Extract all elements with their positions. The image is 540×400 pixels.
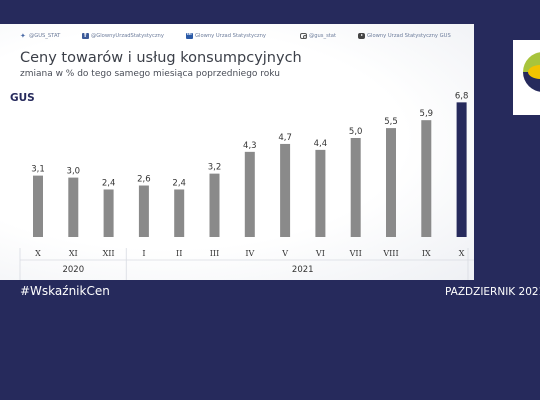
- social-link-twitter[interactable]: ✦ @GUS_STAT: [20, 32, 61, 40]
- youtube-icon: [358, 33, 365, 39]
- gus-logo: [513, 40, 540, 115]
- bar: [456, 102, 467, 237]
- bar: [138, 185, 149, 237]
- data-label: 4,4: [314, 139, 328, 149]
- data-label: 4,7: [278, 133, 292, 143]
- logo-yellow-segment: [528, 65, 540, 79]
- data-label: 2,4: [102, 178, 116, 188]
- social-label: Glowny Urzad Statystyczny GUS: [367, 33, 451, 39]
- x-tick-label: XI: [69, 249, 78, 258]
- x-tick-label: X: [35, 249, 41, 258]
- data-label: 2,6: [137, 175, 151, 185]
- data-label: 6,8: [455, 91, 469, 101]
- social-label: @gus_stat: [309, 33, 337, 39]
- x-tick-label: VI: [315, 249, 325, 258]
- bar: [174, 189, 185, 237]
- chart-subtitle: zmiana w % do tego samego miesiąca poprz…: [20, 69, 280, 79]
- social-label: @GUS_STAT: [29, 33, 61, 39]
- social-label: Glowny Urzad Statystyczny: [195, 33, 267, 39]
- x-tick-label: XII: [103, 249, 115, 258]
- bar: [350, 138, 361, 237]
- linkedin-icon: [186, 32, 193, 39]
- year-group-label: 2020: [62, 265, 84, 275]
- bar: [209, 173, 220, 237]
- data-label: 5,5: [384, 117, 398, 127]
- x-tick-label: VIII: [382, 249, 398, 258]
- x-tick-label: X: [459, 249, 465, 258]
- instagram-icon: [300, 33, 307, 39]
- bar: [244, 151, 255, 237]
- data-label: 2,4: [172, 178, 186, 188]
- bar: [33, 175, 43, 237]
- social-links-bar: ✦ @GUS_STAT @GlownyUrzadStatystyczny Glo…: [0, 30, 474, 44]
- x-tick-label: VII: [349, 249, 362, 258]
- logo-text: GUS: [10, 92, 35, 104]
- x-tick-label: I: [142, 249, 145, 258]
- data-label: 5,0: [349, 127, 363, 137]
- data-label: 3,2: [208, 163, 222, 173]
- chart-title: Ceny towarów i usług konsumpcyjnych: [20, 50, 302, 66]
- x-tick-label: V: [281, 249, 288, 258]
- data-label: 3,0: [67, 167, 81, 177]
- bar-chart: 3,1 X 3,0 XI 2,4 XII 2,6 I 2,4 II 3,2 III 4,3 IV 4,7 V 4…: [19, 91, 474, 280]
- x-tick-label: III: [210, 249, 219, 258]
- social-link-youtube[interactable]: Glowny Urzad Statystyczny GUS: [358, 33, 451, 39]
- bar: [280, 143, 291, 237]
- social-label: @GlownyUrzadStatystyczny: [91, 33, 164, 39]
- bar: [421, 120, 432, 237]
- year-group-label: 2021: [292, 265, 314, 275]
- bar: [315, 149, 326, 237]
- social-link-instagram[interactable]: @gus_stat: [300, 33, 336, 39]
- bar: [103, 189, 114, 237]
- x-tick-label: II: [176, 249, 182, 258]
- facebook-icon: [82, 32, 89, 39]
- twitter-icon: ✦: [20, 32, 26, 40]
- social-link-linkedin[interactable]: Glowny Urzad Statystyczny: [186, 32, 267, 39]
- social-link-facebook[interactable]: @GlownyUrzadStatystyczny: [82, 32, 164, 39]
- bar: [68, 177, 79, 237]
- bar: [386, 128, 396, 237]
- x-tick-label: IV: [245, 249, 254, 258]
- data-label: 4,3: [243, 141, 257, 151]
- data-label: 3,1: [31, 165, 45, 175]
- chart-card: ✦ @GUS_STAT @GlownyUrzadStatystyczny Glo…: [0, 24, 474, 280]
- data-label: 5,9: [420, 109, 434, 119]
- report-date: PAŹDZIERNIK 2021: [445, 286, 540, 298]
- x-tick-label: IX: [422, 249, 431, 258]
- gus-logo-mark: [523, 52, 540, 92]
- hashtag[interactable]: #WskaźnikCen: [20, 284, 110, 298]
